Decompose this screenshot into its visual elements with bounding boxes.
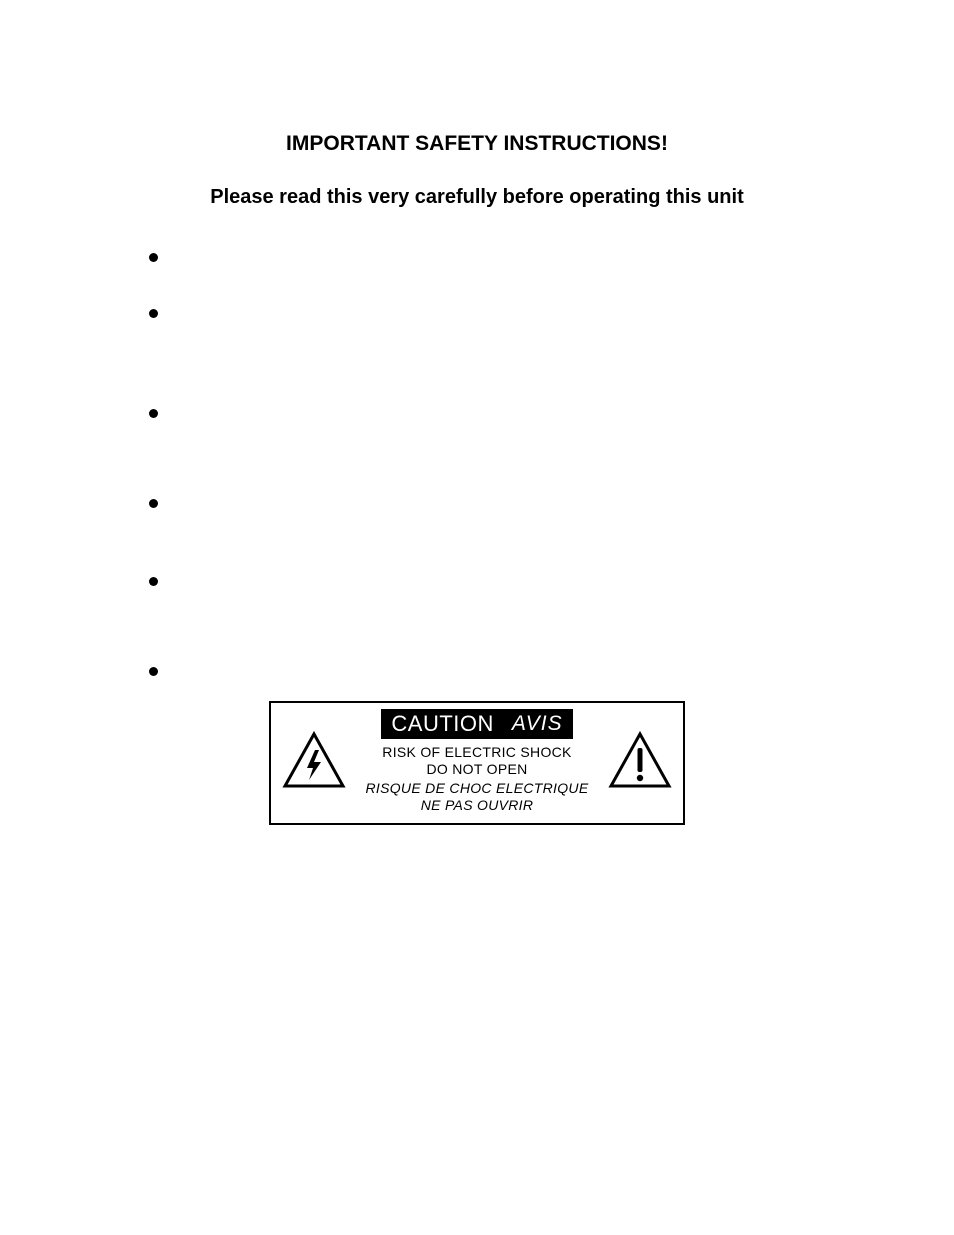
bullet-item xyxy=(169,495,817,513)
caution-line-2: DO NOT OPEN xyxy=(351,761,603,777)
caution-header-bar: CAUTION AVIS xyxy=(381,709,572,739)
caution-box: CAUTION AVIS RISK OF ELECTRIC SHOCK DO N… xyxy=(269,701,685,825)
caution-line-4: NE PAS OUVRIR xyxy=(351,797,603,813)
bullet-item xyxy=(169,305,817,323)
avis-label: AVIS xyxy=(512,712,563,736)
bullet-list xyxy=(137,249,817,681)
exclamation-triangle-icon xyxy=(607,730,673,792)
page-subtitle: Please read this very carefully before o… xyxy=(137,186,817,209)
caution-label: CAUTION xyxy=(391,711,494,737)
bullet-item xyxy=(169,249,817,267)
bullet-item xyxy=(169,573,817,591)
bullet-item xyxy=(169,663,817,681)
page-title: IMPORTANT SAFETY INSTRUCTIONS! xyxy=(137,132,817,156)
caution-text-block: CAUTION AVIS RISK OF ELECTRIC SHOCK DO N… xyxy=(351,709,603,813)
bullet-item xyxy=(169,405,817,423)
caution-line-3: RISQUE DE CHOC ELECTRIQUE xyxy=(351,780,603,796)
caution-line-1: RISK OF ELECTRIC SHOCK xyxy=(351,744,603,760)
lightning-triangle-icon xyxy=(281,730,347,792)
